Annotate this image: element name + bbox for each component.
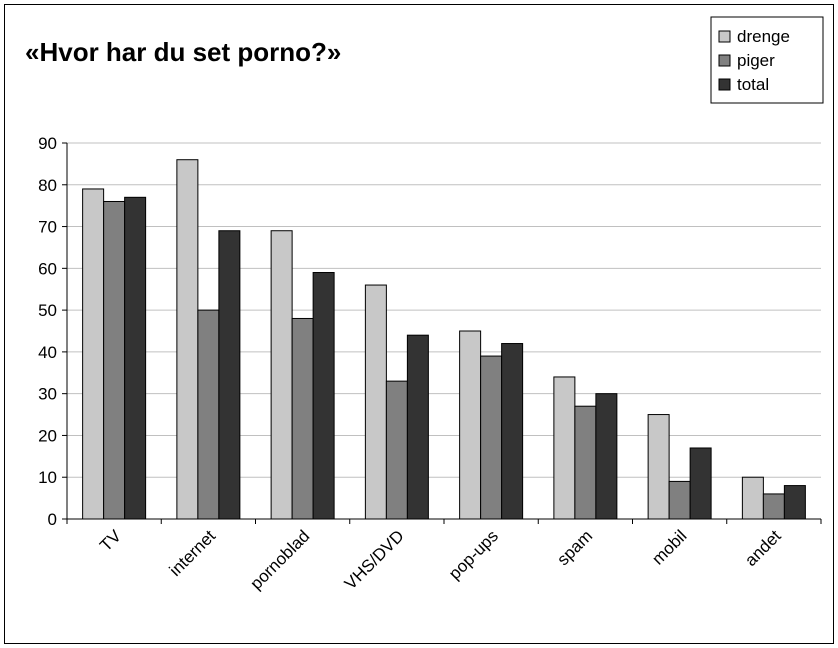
bar-piger — [480, 355, 503, 520]
bar-drenge — [364, 284, 387, 520]
y-tick-label: 10 — [38, 468, 57, 487]
legend-swatch-drenge — [718, 30, 731, 43]
legend-swatch-piger — [718, 54, 731, 67]
chart-frame: «Hvor har du set porno?» 0 10 20 30 40 50 60 70… — [4, 4, 834, 644]
bar-drenge — [741, 476, 764, 520]
plot-area: 0 10 20 30 40 50 60 70 80 90 TV internet pornoblad VH… — [38, 134, 822, 593]
bar-total — [124, 196, 147, 520]
y-tick-label: 60 — [38, 259, 57, 278]
x-category-label: pop-ups — [445, 526, 502, 583]
y-tick-label: 40 — [38, 343, 57, 362]
y-tick-label: 80 — [38, 176, 57, 195]
bar-total — [406, 334, 429, 520]
x-category-label: VHS/DVD — [341, 526, 408, 593]
bar-piger — [291, 317, 314, 520]
legend-label-drenge: drenge — [737, 27, 790, 46]
x-category-label: spam — [553, 526, 596, 569]
bar-drenge — [553, 376, 576, 520]
legend-label-piger: piger — [737, 51, 775, 70]
x-category-label: andet — [741, 526, 785, 570]
bar-total — [595, 393, 618, 520]
bar-piger — [574, 405, 597, 520]
x-category-label: TV — [96, 526, 125, 555]
y-tick-label: 30 — [38, 385, 57, 404]
bar-total — [312, 272, 335, 520]
y-tick-label: 70 — [38, 218, 57, 237]
y-tick-label: 20 — [38, 426, 57, 445]
legend: drenge piger total — [710, 16, 824, 104]
bar-drenge — [647, 414, 670, 520]
bar-piger — [762, 493, 785, 520]
x-category-label: pornoblad — [247, 526, 314, 593]
x-category-label: internet — [166, 526, 220, 580]
bar-piger — [668, 480, 691, 520]
bar-piger — [197, 309, 220, 520]
y-tick-label: 50 — [38, 301, 57, 320]
bar-piger — [385, 380, 408, 520]
legend-label-total: total — [737, 75, 769, 94]
bar-total — [783, 485, 806, 520]
y-tick-label: 0 — [48, 510, 57, 529]
bar-total — [501, 343, 524, 520]
chart-title: «Hvor har du set porno?» — [25, 37, 341, 67]
bar-drenge — [176, 159, 199, 520]
bar-drenge — [270, 230, 293, 520]
bar-drenge — [82, 188, 105, 520]
legend-swatch-total — [718, 78, 731, 91]
bar-drenge — [459, 330, 482, 520]
bar-piger — [103, 200, 126, 520]
bar-chart: «Hvor har du set porno?» 0 10 20 30 40 50 60 70… — [25, 16, 824, 593]
x-category-label: mobil — [648, 526, 690, 568]
y-tick-label: 90 — [38, 134, 57, 153]
bar-total — [218, 230, 241, 520]
bar-total — [689, 447, 712, 520]
